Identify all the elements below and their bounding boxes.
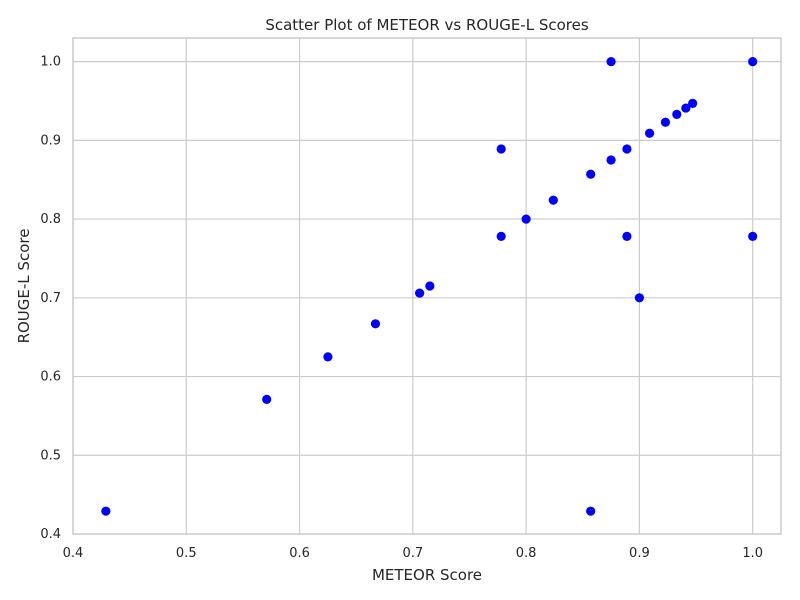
scatter-point (370, 319, 381, 329)
scatter-point (622, 231, 632, 241)
scatter-point (101, 506, 111, 516)
scatter-point (521, 214, 531, 224)
scatter-point (634, 293, 645, 303)
scatter-point (323, 352, 333, 362)
scatter-point (548, 195, 558, 205)
scatter-point (606, 57, 616, 67)
scatter-point (672, 109, 682, 119)
scatter-point (586, 506, 596, 516)
y-tick-label: 0.7 (40, 291, 61, 306)
scatter-point (496, 231, 506, 241)
y-tick-label: 0.8 (40, 212, 61, 227)
scatter-point (660, 117, 671, 127)
x-tick-label: 0.9 (629, 546, 650, 561)
x-tick-label: 0.8 (516, 546, 537, 561)
x-tick-label: 1.0 (742, 546, 763, 561)
scatter-point (681, 103, 691, 113)
x-tick-label: 0.4 (63, 546, 84, 561)
scatter-point (496, 144, 506, 154)
grid-layer (72, 38, 781, 535)
x-tick-label: 0.5 (176, 546, 197, 561)
y-tick-label: 0.4 (40, 527, 61, 542)
y-tick-label: 0.6 (40, 370, 61, 385)
plot-frame (72, 37, 782, 535)
scatter-point (262, 394, 272, 404)
scatter-point (748, 231, 758, 241)
x-tick-label: 0.6 (289, 546, 310, 561)
y-axis-label: ROUGE-L Score (15, 229, 33, 344)
scatter-point (586, 169, 596, 179)
x-axis-label: METEOR Score (372, 566, 482, 584)
scatter-point (425, 281, 435, 291)
scatter-points (101, 57, 758, 516)
y-tick-label: 0.5 (40, 448, 61, 463)
scatter-point (748, 57, 758, 67)
y-tick-label: 0.9 (40, 133, 61, 148)
scatter-point (644, 128, 655, 138)
tick-labels: 0.4 0.5 0.6 0.7 0.8 0.9 1.0 0.4 0.5 0.6 0.7 0.8 0.9 1… (40, 55, 763, 561)
y-tick-label: 1.0 (40, 55, 61, 70)
chart-title: Scatter Plot of METEOR vs ROUGE-L Scores (265, 16, 589, 34)
x-tick-label: 0.7 (402, 546, 423, 561)
scatter-point (688, 98, 698, 108)
scatter-point (415, 288, 425, 298)
scatter-point (606, 155, 616, 165)
scatter-point (622, 144, 632, 154)
